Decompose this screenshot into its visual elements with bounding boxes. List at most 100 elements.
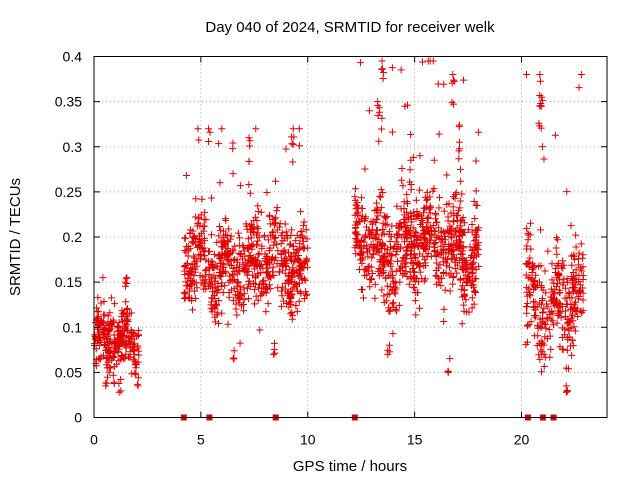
data-point <box>455 138 463 146</box>
data-point <box>572 231 580 239</box>
data-point <box>258 285 266 293</box>
data-point <box>361 232 369 240</box>
data-point <box>455 256 463 264</box>
data-point <box>382 257 390 265</box>
data-point <box>416 186 424 194</box>
data-point <box>303 255 311 263</box>
data-point <box>446 355 454 363</box>
data-point <box>234 278 242 286</box>
data-point <box>252 292 260 300</box>
data-point <box>365 107 373 115</box>
data-point <box>103 373 111 381</box>
data-point <box>357 286 365 294</box>
data-point <box>562 364 570 372</box>
data-point <box>553 283 561 291</box>
data-point <box>281 246 289 254</box>
data-point <box>528 275 536 283</box>
data-point <box>260 233 268 241</box>
data-point <box>278 292 286 300</box>
data-point <box>292 302 300 310</box>
data-point <box>236 339 244 347</box>
data-point <box>552 265 560 273</box>
data-point <box>472 265 480 273</box>
data-point <box>411 297 419 305</box>
data-point <box>195 237 203 245</box>
y-tick-label: 0.2 <box>63 229 83 245</box>
data-point <box>122 342 130 350</box>
data-point <box>208 288 216 296</box>
data-point <box>362 265 370 273</box>
data-point <box>382 274 390 282</box>
y-tick-label: 0.3 <box>63 139 83 155</box>
data-point <box>297 266 305 274</box>
data-point <box>421 259 429 267</box>
data-point <box>379 239 387 247</box>
data-point <box>400 211 408 219</box>
data-point <box>244 235 252 243</box>
data-point <box>538 93 546 101</box>
data-point <box>110 344 118 352</box>
data-point <box>217 227 225 235</box>
data-point <box>571 286 579 294</box>
data-point <box>410 275 418 283</box>
data-point <box>295 271 303 279</box>
data-point <box>421 204 429 212</box>
data-point <box>535 300 543 308</box>
data-point <box>293 287 301 295</box>
data-point <box>292 237 300 245</box>
data-point <box>240 307 248 315</box>
data-point <box>380 269 388 277</box>
data-point <box>372 242 380 250</box>
data-point <box>373 199 381 207</box>
data-point <box>271 177 279 185</box>
data-point <box>105 346 113 354</box>
data-point <box>233 258 241 266</box>
data-point <box>447 229 455 237</box>
data-point <box>437 274 445 282</box>
data-point <box>288 308 296 316</box>
data-point <box>118 351 126 359</box>
data-point <box>134 382 142 390</box>
data-point <box>407 156 415 164</box>
data-point <box>551 131 559 139</box>
data-point <box>442 262 450 270</box>
data-point <box>470 237 478 245</box>
data-point <box>237 250 245 258</box>
data-point <box>549 288 557 296</box>
data-point <box>541 267 549 275</box>
data-point <box>376 192 384 200</box>
data-point <box>395 265 403 273</box>
data-point <box>127 339 135 347</box>
data-point <box>268 268 276 276</box>
data-point <box>437 282 445 290</box>
data-point <box>101 329 109 337</box>
data-point <box>194 125 202 133</box>
data-point <box>259 281 267 289</box>
data-point <box>540 362 548 370</box>
data-point <box>380 212 388 220</box>
data-point <box>554 302 562 310</box>
data-point <box>555 276 563 284</box>
data-point <box>262 289 270 297</box>
data-point <box>245 295 253 303</box>
data-point <box>400 238 408 246</box>
data-point <box>385 341 393 349</box>
data-point <box>239 255 247 263</box>
data-point <box>210 250 218 258</box>
data-point <box>115 319 123 327</box>
data-point <box>455 155 463 163</box>
data-point <box>393 245 401 253</box>
data-point <box>430 240 438 248</box>
data-point <box>458 226 466 234</box>
data-point <box>301 276 309 284</box>
data-point <box>468 228 476 236</box>
data-point <box>412 215 420 223</box>
data-point <box>538 96 546 104</box>
data-point <box>450 100 457 108</box>
data-point <box>525 231 533 239</box>
data-point <box>458 293 466 301</box>
data-point <box>207 298 215 306</box>
data-point <box>377 186 385 194</box>
data-point <box>367 241 375 249</box>
data-point <box>412 196 420 204</box>
